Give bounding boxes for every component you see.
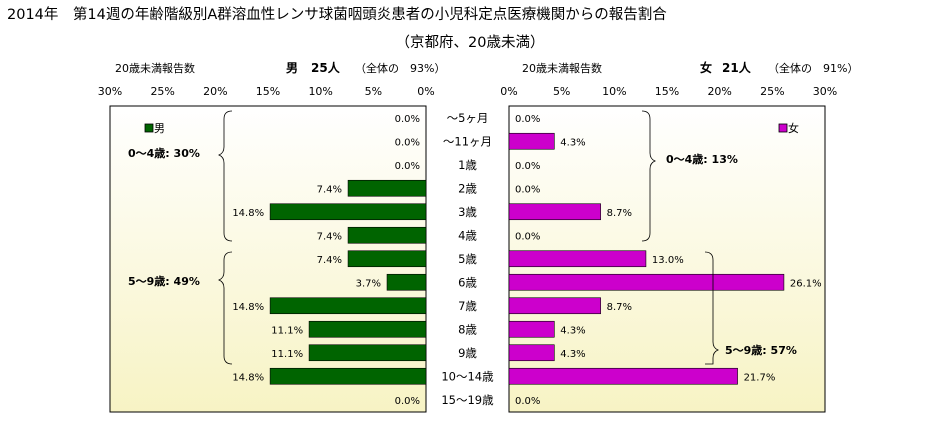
male-bar	[308, 320, 427, 338]
female-value-label: 26.1%	[790, 278, 822, 289]
category-label: 8歳	[458, 322, 477, 336]
female-legend-label: 女	[788, 121, 799, 135]
female-bar	[508, 203, 601, 221]
male-value-label: 14.8%	[232, 372, 264, 383]
female-value-label: 4.3%	[560, 137, 585, 148]
female-value-label: 8.7%	[607, 208, 632, 219]
category-label: 3歳	[458, 205, 477, 219]
male-bar	[347, 179, 427, 197]
right-count-label: 20歳未満報告数	[522, 62, 602, 75]
male-value-label: 7.4%	[317, 255, 342, 266]
category-label: 2歳	[458, 181, 477, 195]
female-bar	[508, 250, 647, 268]
category-label: 9歳	[458, 346, 477, 360]
category-label: 7歳	[458, 299, 477, 313]
female-5-9-annotation: 5～9歳: 57%	[725, 343, 797, 357]
female-x-tick-label: 5%	[553, 85, 570, 98]
male-5-9-annotation: 5～9歳: 49%	[128, 274, 200, 288]
male-value-label: 0.0%	[395, 114, 420, 125]
male-legend-label: 男	[154, 122, 165, 135]
male-bar	[386, 273, 427, 291]
female-value-label: 4.3%	[560, 349, 585, 360]
right-sex-label: 女	[700, 60, 712, 75]
male-value-label: 7.4%	[317, 184, 342, 195]
female-bar	[508, 273, 785, 291]
male-value-label: 11.1%	[271, 325, 303, 336]
male-bar	[269, 367, 427, 385]
male-x-tick-label: 30%	[98, 85, 122, 98]
female-x-tick-label: 30%	[813, 85, 837, 98]
male-value-label: 0.0%	[395, 137, 420, 148]
male-0-4-annotation: 0～4歳: 30%	[128, 146, 200, 160]
right-count: 21人	[722, 60, 752, 75]
female-x-tick-label: 25%	[760, 85, 784, 98]
female-bar	[508, 297, 601, 315]
category-label: 10～14歳	[441, 369, 494, 383]
left-count-label: 20歳未満報告数	[115, 62, 195, 75]
category-label: 5歳	[458, 252, 477, 266]
category-label: 6歳	[458, 275, 477, 289]
female-legend-swatch	[778, 123, 788, 133]
female-0-4-bracket	[641, 110, 657, 242]
female-bar	[508, 132, 555, 150]
female-x-tick-label: 20%	[707, 85, 731, 98]
female-value-label: 8.7%	[607, 302, 632, 313]
female-bar	[508, 344, 555, 362]
male-value-label: 0.0%	[395, 161, 420, 172]
male-value-label: 14.8%	[232, 302, 264, 313]
right-share: （全体の 91%）	[768, 61, 858, 75]
female-x-tick-label: 15%	[655, 85, 679, 98]
female-value-label: 0.0%	[515, 184, 540, 195]
male-5-9-bracket	[217, 251, 233, 365]
left-share: （全体の 93%）	[355, 61, 445, 75]
female-5-9-bracket	[704, 251, 720, 365]
male-bar	[308, 344, 427, 362]
female-value-label: 4.3%	[560, 325, 585, 336]
male-value-label: 14.8%	[232, 208, 264, 219]
female-value-label: 0.0%	[515, 114, 540, 125]
chart-subtitle: （京都府、20歳未満）	[396, 34, 545, 51]
female-bar	[508, 320, 555, 338]
male-x-tick-label: 0%	[417, 85, 434, 98]
female-0-4-annotation: 0～4歳: 13%	[666, 152, 738, 166]
female-value-label: 0.0%	[515, 396, 540, 407]
male-value-label: 0.0%	[395, 396, 420, 407]
female-bar	[508, 367, 738, 385]
category-label: 15～19歳	[441, 393, 494, 407]
male-value-label: 3.7%	[356, 278, 381, 289]
male-0-4-bracket	[217, 110, 233, 242]
category-label: ～5ヶ月	[447, 111, 489, 125]
male-value-label: 7.4%	[317, 231, 342, 242]
chart-title: 2014年 第14週の年齢階級別A群溶血性レンサ球菌咽頭炎患者の小児科定点医療機…	[7, 5, 667, 23]
category-label: 4歳	[458, 228, 477, 242]
category-label: 1歳	[458, 158, 477, 172]
male-bar	[269, 203, 427, 221]
female-value-label: 0.0%	[515, 161, 540, 172]
female-value-label: 21.7%	[744, 372, 776, 383]
male-x-tick-label: 10%	[308, 85, 332, 98]
male-bar	[269, 297, 427, 315]
male-bar	[347, 250, 427, 268]
category-label: ～11ヶ月	[443, 134, 492, 148]
female-x-tick-label: 10%	[602, 85, 626, 98]
female-x-tick-label: 0%	[500, 85, 517, 98]
female-value-label: 13.0%	[652, 255, 684, 266]
female-value-label: 0.0%	[515, 231, 540, 242]
male-x-tick-label: 15%	[256, 85, 280, 98]
left-count: 25人	[311, 60, 341, 75]
male-x-tick-label: 5%	[365, 85, 382, 98]
male-value-label: 11.1%	[271, 349, 303, 360]
left-sex-label: 男	[286, 61, 298, 75]
male-legend-swatch	[144, 123, 154, 133]
male-bar	[347, 226, 427, 244]
male-x-tick-label: 25%	[150, 85, 174, 98]
male-x-tick-label: 20%	[203, 85, 227, 98]
